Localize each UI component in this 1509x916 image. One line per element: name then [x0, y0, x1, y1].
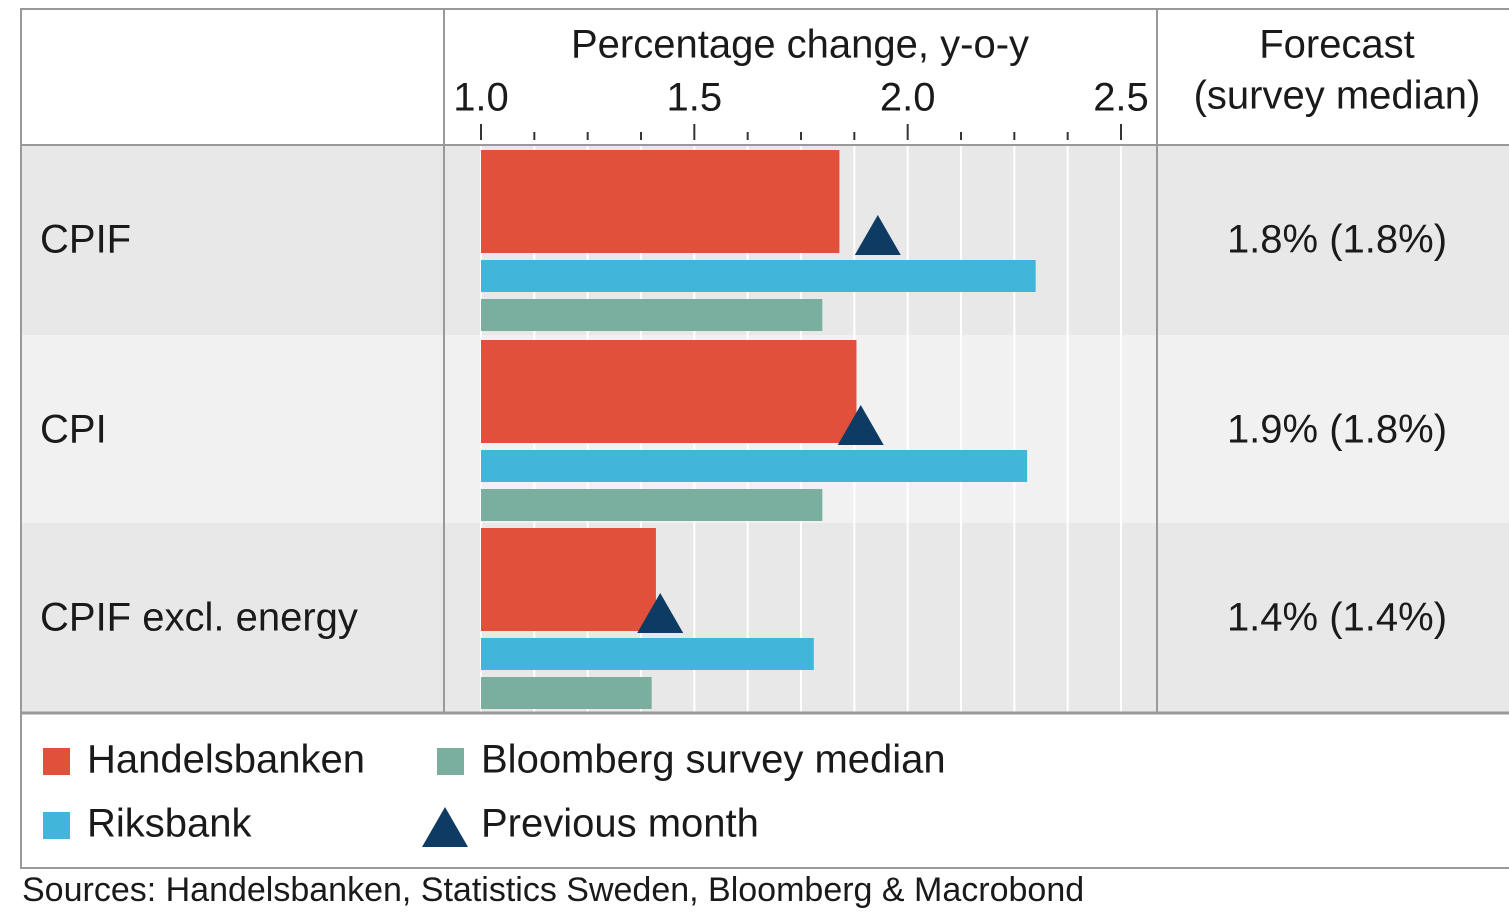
axis-label: Percentage change, y-o-y	[571, 23, 1029, 67]
x-tick-label: 2.0	[880, 76, 936, 120]
legend-label: Handelsbanken	[87, 738, 365, 782]
triangle-marker	[854, 215, 901, 255]
column-header: Forecast	[1259, 23, 1415, 67]
triangle-marker	[422, 807, 468, 847]
legend-swatch	[437, 748, 464, 775]
legend-label: Previous month	[481, 802, 759, 846]
bar	[481, 450, 1028, 482]
column-header: (survey median)	[1194, 74, 1481, 118]
row-bg	[20, 523, 1509, 712]
bar	[481, 260, 1036, 292]
x-tick-label: 1.0	[453, 76, 509, 120]
forecast-label: 1.4% (1.4%)	[1227, 596, 1447, 640]
forecast-label: 1.8% (1.8%)	[1227, 218, 1447, 262]
legend-swatch	[43, 748, 70, 775]
bar	[481, 150, 840, 253]
legend-label: Riksbank	[87, 802, 253, 846]
bar	[481, 489, 823, 521]
triangle-marker	[837, 405, 884, 445]
frame	[20, 8, 1509, 869]
bar	[481, 299, 823, 331]
row-label: CPIF excl. energy	[40, 596, 358, 640]
source: Sources: Handelsbanken, Statistics Swede…	[22, 871, 1084, 909]
row-label: CPI	[40, 408, 107, 452]
x-tick-label: 2.5	[1093, 76, 1149, 120]
bar	[481, 340, 857, 443]
triangle-marker	[637, 593, 684, 633]
forecast-label: 1.9% (1.8%)	[1227, 408, 1447, 452]
legend-label: Bloomberg survey median	[481, 738, 946, 782]
row-label: CPIF	[40, 218, 131, 262]
bar	[481, 528, 656, 631]
bar	[481, 677, 652, 709]
x-tick-label: 1.5	[667, 76, 723, 120]
legend-swatch	[43, 812, 70, 839]
bar	[481, 638, 814, 670]
